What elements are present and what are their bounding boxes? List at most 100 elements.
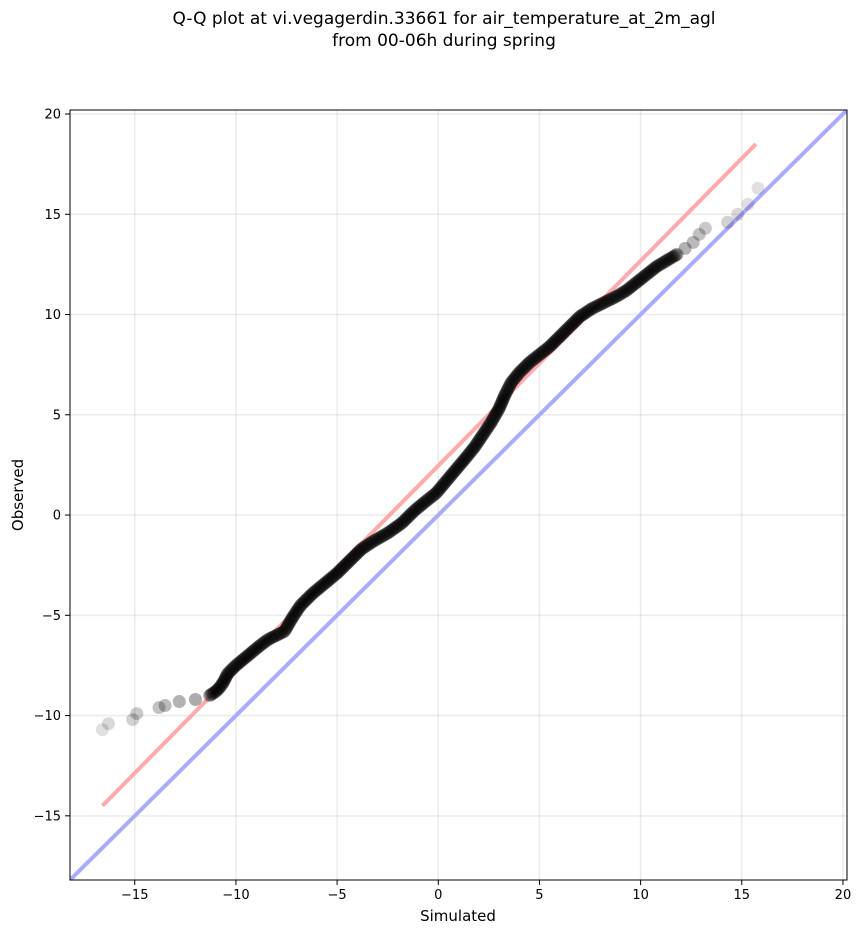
data-point [392,518,406,532]
data-point [658,254,672,268]
data-point [449,462,463,476]
data-point [445,467,459,481]
data-point [350,547,364,561]
data-point [336,561,350,575]
data-point [427,488,441,502]
data-point [612,288,626,302]
data-point [483,417,497,431]
data-point [292,601,306,615]
data-point [323,572,337,586]
data-point [214,679,228,693]
data-point [493,399,507,413]
data-point [663,252,677,266]
data-point [561,322,575,336]
data-point [430,485,444,499]
data-point [524,355,538,369]
data-point [381,526,395,540]
data-point [267,629,281,643]
data-point [405,506,419,520]
data-point [503,377,517,391]
grid [70,110,847,880]
data-point [277,624,291,638]
data-point [243,646,257,660]
data-point [152,701,166,715]
data-point [503,379,517,393]
data-point [643,264,657,278]
data-point [404,507,418,521]
data-point [251,640,265,654]
data-point [347,550,361,564]
data-point [494,396,508,410]
data-point [635,271,649,285]
data-point [650,259,664,273]
data-point [461,449,475,463]
data-point [367,534,381,548]
data-point [473,432,487,446]
data-point [256,636,270,650]
data-point [447,464,461,478]
y-tick-label: −15 [34,809,61,824]
data-point [660,253,674,267]
data-point [649,260,663,274]
data-point [216,676,230,690]
data-point [496,392,510,406]
data-point [362,537,376,551]
data-point [433,481,447,495]
data-point [628,276,642,290]
data-point [230,657,244,671]
data-point [419,494,433,508]
data-point [555,327,569,341]
data-point [504,376,518,390]
data-point [692,227,706,241]
data-point [546,336,560,350]
data-point [354,542,368,556]
data-point [237,651,251,665]
data-point [296,596,310,610]
data-point [669,248,683,262]
data-point [550,332,564,346]
data-point [653,258,667,272]
data-point [518,360,532,374]
data-point [349,548,363,562]
data-point [584,302,598,316]
data-point [300,592,314,606]
data-point [495,395,509,409]
data-point [606,291,620,305]
data-point [409,502,423,516]
data-point [459,451,473,465]
data-point [188,693,202,707]
data-point [627,277,641,291]
data-point [344,552,358,566]
data-point [239,650,253,664]
data-point [476,428,490,442]
data-point [295,597,309,611]
data-point [441,472,455,486]
data-point [466,442,480,456]
data-point [217,673,231,687]
data-point [340,556,354,570]
data-point [397,514,411,528]
data-point [352,544,366,558]
data-point [741,197,755,211]
data-point [263,632,277,646]
data-point [382,525,396,539]
data-point [512,366,526,380]
data-point [450,461,464,475]
data-point [509,369,523,383]
data-point [539,343,553,357]
data-point [417,496,431,510]
x-tick-label: 5 [535,888,543,903]
data-point [298,594,312,608]
x-tick-label: −10 [222,888,249,903]
data-point [502,380,516,394]
data-point [534,347,548,361]
data-point [605,292,619,306]
data-point [647,261,661,275]
data-point [436,478,450,492]
data-point [428,487,442,501]
data-point [420,493,434,507]
data-point [568,314,582,328]
data-point [356,541,370,555]
data-point [383,524,397,538]
data-point [499,386,513,400]
